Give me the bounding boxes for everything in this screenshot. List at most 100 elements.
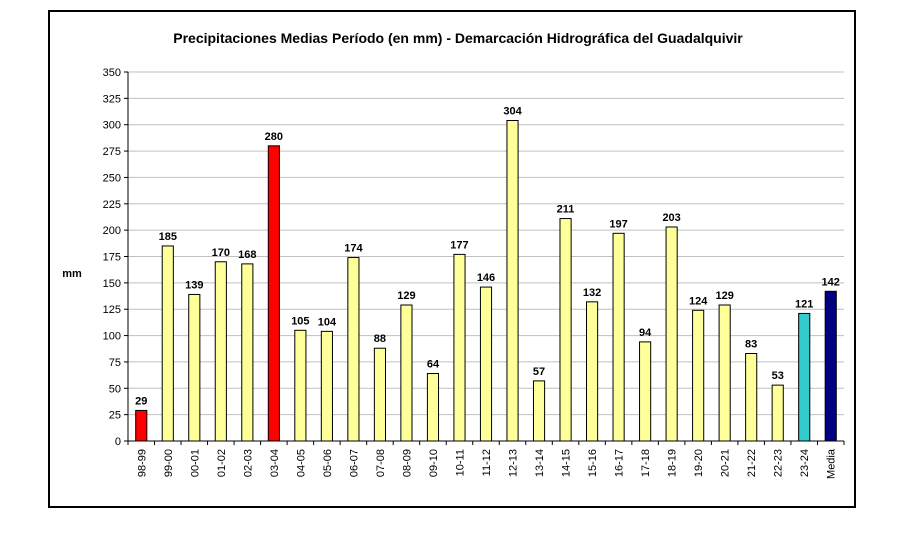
bar (612, 232, 625, 442)
bar (745, 352, 758, 442)
bar (320, 330, 333, 442)
data-label: 146 (477, 272, 495, 284)
data-label: 88 (374, 333, 386, 345)
y-tick-label: 225 (103, 199, 121, 211)
bar (426, 373, 440, 442)
x-tick-label: 19-20 (693, 449, 705, 477)
data-label: 129 (397, 290, 415, 302)
x-tick-label: 17-18 (640, 449, 652, 477)
chart-frame: Precipitaciones Medias Período (en mm) -… (48, 10, 856, 508)
x-tick-label: 16-17 (614, 449, 626, 477)
data-label: 211 (557, 204, 575, 216)
bar (639, 341, 652, 442)
bar (586, 301, 599, 442)
bar (373, 347, 386, 442)
data-label: 105 (291, 315, 309, 327)
y-tick-label: 25 (109, 410, 121, 422)
x-tick-label: 14-15 (561, 449, 573, 477)
bar (400, 304, 413, 442)
data-label: 64 (427, 359, 440, 371)
bar (532, 380, 546, 442)
bar (506, 119, 519, 442)
y-tick-label: 275 (103, 146, 121, 158)
data-label: 94 (639, 327, 652, 339)
y-tick-label: 175 (103, 252, 121, 264)
bar (294, 329, 307, 442)
data-label: 83 (745, 338, 757, 350)
bar (241, 263, 254, 442)
y-tick-label: 300 (103, 120, 121, 132)
x-tick-label: 07-08 (375, 449, 387, 477)
x-tick-label: 04-05 (295, 449, 307, 477)
data-label: 57 (533, 366, 545, 378)
x-tick-label: 06-07 (348, 449, 360, 477)
x-tick-label: 98-99 (136, 449, 148, 477)
y-tick-label: 250 (103, 172, 121, 184)
x-tick-label: 01-02 (216, 449, 228, 477)
data-label: 170 (212, 247, 230, 259)
x-tick-label: 23-24 (799, 449, 811, 477)
data-labels: 29 185 139 170 168 280 105 104 174 88 129 64 177 146 3… (135, 105, 840, 407)
data-label: 197 (609, 218, 627, 230)
x-tick-label: 21-22 (746, 449, 758, 477)
data-label: 29 (135, 395, 147, 407)
x-tick-label: 12-13 (508, 449, 520, 477)
bar (824, 290, 837, 442)
x-tick-label: 08-09 (401, 449, 413, 477)
data-label: 121 (795, 298, 813, 310)
x-tick-label: 99-00 (163, 449, 175, 477)
bar (347, 257, 360, 442)
bar (559, 218, 572, 442)
bar (479, 286, 493, 442)
bar (267, 145, 280, 442)
y-tick-label: 0 (115, 436, 121, 448)
x-tick-label: 20-21 (720, 449, 732, 477)
bar (161, 245, 174, 442)
bar (135, 409, 148, 442)
x-tick-label: 18-19 (667, 449, 679, 477)
y-tick-label: 150 (103, 278, 121, 290)
data-label: 139 (185, 279, 203, 291)
chart-title: Precipitaciones Medias Período (en mm) -… (173, 30, 743, 46)
y-tick-label: 350 (103, 67, 121, 79)
data-label: 124 (689, 295, 708, 307)
axes: 0 25 50 75 100 125 150 175 200 225 250 275 300 325 350… (103, 67, 845, 479)
x-tick-label: 10-11 (454, 449, 466, 476)
y-tick-label: 50 (109, 383, 121, 395)
y-tick-label: 125 (103, 304, 121, 316)
data-label: 132 (583, 287, 601, 299)
data-label: 185 (159, 231, 177, 243)
x-tick-label: 02-03 (242, 449, 254, 477)
data-label: 174 (344, 243, 363, 255)
bar-chart: Precipitaciones Medias Período (en mm) -… (62, 30, 845, 479)
bar (798, 312, 811, 442)
data-label: 168 (238, 249, 256, 261)
y-axis-label: mm (62, 268, 82, 280)
y-tick-label: 75 (109, 357, 121, 369)
data-label: 53 (772, 370, 784, 382)
x-tick-label: 05-06 (322, 449, 334, 477)
x-tick-label: 22-23 (773, 449, 785, 477)
bar (214, 261, 227, 442)
bar (665, 226, 678, 442)
data-label: 304 (503, 105, 522, 117)
bar (692, 309, 705, 442)
x-tick-label: 09-10 (428, 449, 440, 477)
data-label: 129 (715, 290, 733, 302)
bar (188, 293, 201, 442)
bar (771, 384, 784, 442)
bar (453, 253, 466, 442)
y-tick-label: 100 (103, 331, 121, 343)
bar (718, 304, 731, 442)
data-label: 104 (318, 316, 337, 328)
x-tick-label: 15-16 (587, 449, 599, 477)
data-label: 203 (662, 212, 680, 224)
y-tick-label: 200 (103, 225, 121, 237)
x-tick-label: 13-14 (534, 449, 546, 477)
x-tick-label: Media (826, 448, 838, 479)
x-tick-label: 03-04 (269, 449, 281, 477)
y-tick-label: 325 (103, 93, 121, 105)
data-label: 280 (265, 131, 283, 143)
data-label: 142 (822, 276, 840, 288)
x-tick-label: 11-12 (481, 449, 493, 476)
